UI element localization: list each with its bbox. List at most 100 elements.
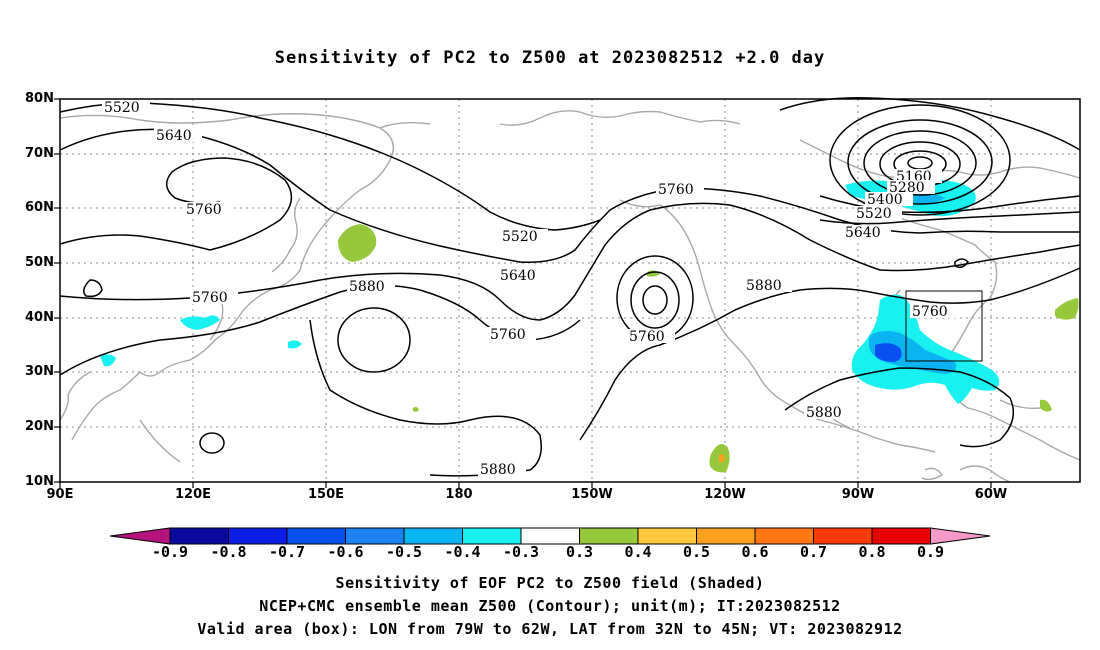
lon-label: 180 (445, 487, 473, 502)
contour-label: 5760 (192, 290, 228, 306)
footer-line-3: Valid area (box): LON from 79W to 62W, L… (197, 620, 903, 638)
contour-5880-high (337, 307, 411, 373)
contour-5520-north (829, 104, 1011, 216)
lon-label: 120W (704, 487, 746, 502)
contour-low-inner (642, 285, 668, 315)
axis-ticks (54, 98, 992, 488)
colorbar-label: -0.8 (210, 543, 247, 561)
shade-negative-southeast-core (875, 343, 902, 362)
gridlines (60, 99, 1080, 482)
colorbar-swatch (637, 527, 697, 545)
lon-label: 150W (571, 487, 613, 502)
colorbar-label: -0.4 (444, 543, 481, 561)
footer-line-1: Sensitivity of EOF PC2 to Z500 field (Sh… (335, 574, 765, 592)
lat-label: 10N (25, 474, 54, 489)
contour-small-south (199, 432, 225, 454)
colorbar-label: -0.3 (502, 543, 540, 561)
map-border (59, 98, 1081, 483)
contour-label: 5400 (867, 192, 903, 208)
lon-label: 120E (174, 487, 212, 502)
contour-label: 5640 (500, 268, 536, 284)
contour-5520-west (59, 102, 601, 231)
lat-label: 30N (25, 364, 54, 379)
colorbar-label: -0.6 (327, 543, 364, 561)
shade-negative-china (100, 354, 116, 367)
contour-small-east (954, 258, 969, 269)
shade-negative-southeast (851, 294, 1000, 404)
colorbar-swatch (228, 527, 288, 545)
lon-label: 60W (974, 487, 1008, 502)
contour-5760-main (59, 202, 1081, 321)
contour-5580-east (819, 211, 1081, 225)
colorbar-swatch (696, 527, 756, 545)
contour-5880-east (579, 267, 1081, 441)
shade-positive-atlantic (1055, 298, 1079, 320)
footer-line-2: NCEP+CMC ensemble mean Z500 (Contour); u… (259, 597, 841, 615)
colorbar-swatch (520, 527, 580, 545)
contour-label: 5880 (806, 405, 842, 421)
contour-label: 5760 (912, 304, 948, 320)
lon-label: 150E (307, 487, 345, 502)
colorbar-swatch (345, 527, 405, 545)
colorbar-label: 0.8 (858, 543, 886, 561)
colorbar-swatch (169, 527, 229, 545)
lat-label: 70N (25, 146, 54, 161)
contour-small-west (83, 279, 103, 298)
contour-label: 5760 (186, 202, 222, 218)
contour-5640 (59, 128, 1080, 263)
colorbar-label: 0.4 (624, 543, 652, 561)
colorbar-swatch (403, 527, 463, 545)
shade-negative-small (288, 340, 302, 349)
lat-label: 80N (25, 91, 54, 106)
colorbar-swatch (286, 527, 346, 545)
valid-area-box (905, 290, 983, 362)
lon-label: 90W (841, 487, 875, 502)
contour-label: 5520 (104, 100, 140, 116)
contour-label: 5520 (502, 229, 538, 245)
colorbar-swatch (871, 527, 931, 545)
lat-label: 50N (25, 255, 54, 270)
colorbar-swatch-min (109, 527, 171, 545)
colorbar-label: -0.9 (151, 543, 189, 561)
colorbar-label: -0.5 (385, 543, 423, 561)
colorbar-label: 0.5 (682, 543, 711, 561)
colorbar-swatch-max (930, 527, 991, 545)
lat-label: 20N (25, 419, 54, 434)
shade-positive-pacific (338, 224, 377, 262)
contour-label: 5640 (845, 225, 881, 241)
lat-label: 40N (25, 310, 54, 325)
colorbar-swatch (579, 527, 639, 545)
contour-label: 5880 (746, 278, 782, 294)
colorbar-swatch (813, 527, 873, 545)
contour-label: 5520 (856, 206, 892, 222)
chart-title: Sensitivity of PC2 to Z500 at 2023082512… (274, 48, 826, 68)
colorbar-label: -0.7 (268, 543, 306, 561)
shade-positive-small-3 (413, 406, 419, 412)
contour-low-mid (630, 271, 680, 329)
contour-label: 5760 (629, 329, 665, 345)
lon-label: 90E (46, 487, 74, 502)
shade-negative-japan (180, 315, 220, 330)
shade-negative-southeast-mid (868, 330, 957, 374)
contour-label: 5760 (490, 327, 526, 343)
contour-label: 5640 (156, 128, 192, 144)
colorbar-label: 0.3 (565, 543, 594, 561)
contour-5280 (863, 130, 977, 196)
colorbar-label: 0.7 (799, 543, 828, 561)
contour-labels: 5520 5640 5760 5520 5640 5760 5880 5760 … (102, 100, 958, 478)
contour-5760-west (59, 157, 293, 251)
contour-label: 5760 (658, 182, 694, 198)
contour-5400 (847, 119, 993, 205)
contour-5880-gulf (784, 367, 1015, 448)
shade-positive-small-1 (1040, 399, 1052, 412)
colorbar (109, 527, 991, 545)
colorbar-label: 0.9 (916, 543, 945, 561)
contour-label: 5880 (349, 279, 385, 295)
shade-positive-eastpac-core (719, 454, 725, 463)
lat-label: 60N (25, 200, 54, 215)
colorbar-label: 0.6 (741, 543, 769, 561)
colorbar-swatch (462, 527, 522, 545)
colorbar-swatch (754, 527, 814, 545)
contour-label: 5880 (480, 462, 516, 478)
